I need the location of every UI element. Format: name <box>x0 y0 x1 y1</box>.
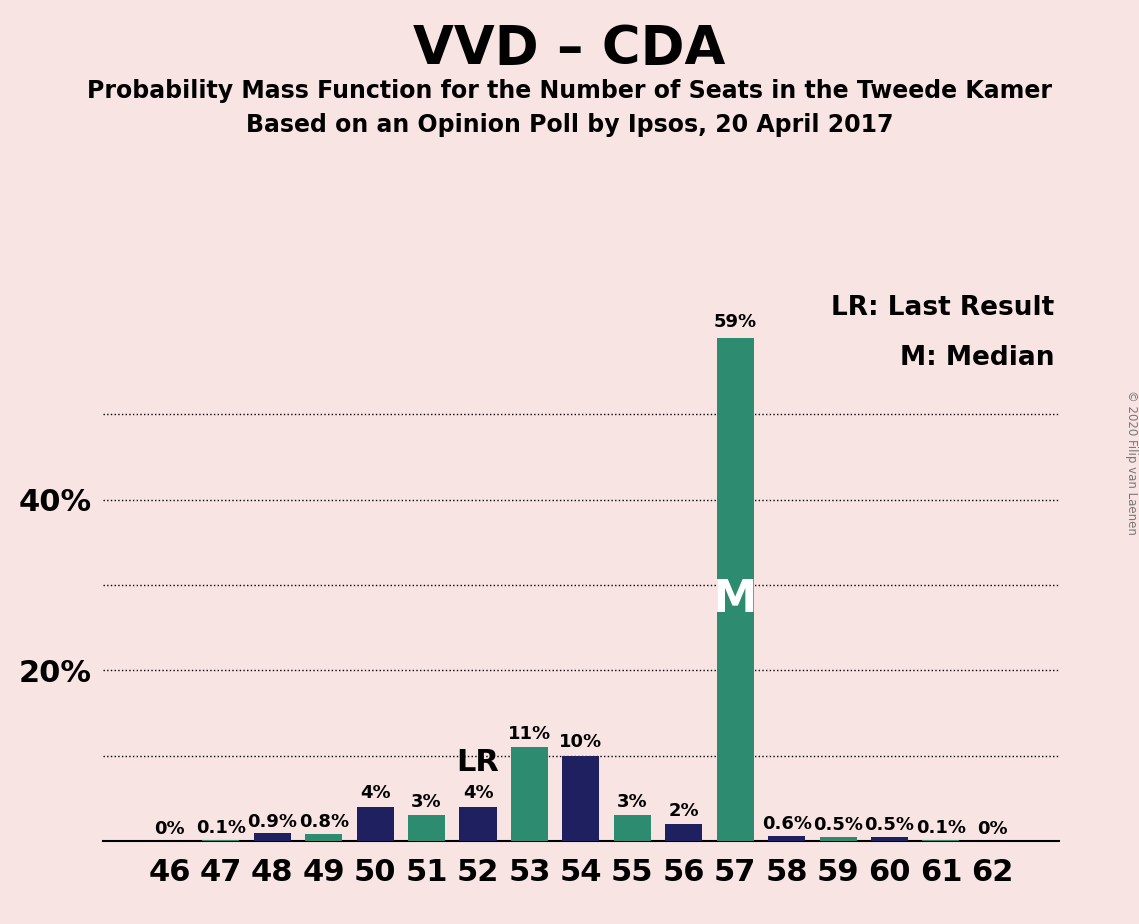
Bar <box>459 807 497 841</box>
Text: 0.1%: 0.1% <box>916 820 966 837</box>
Text: 0.9%: 0.9% <box>247 812 297 831</box>
Text: 3%: 3% <box>411 793 442 811</box>
Bar <box>305 834 342 841</box>
Text: 10%: 10% <box>559 734 603 751</box>
Text: LR: Last Result: LR: Last Result <box>831 295 1055 321</box>
Text: 59%: 59% <box>714 313 756 331</box>
Text: M: Median: M: Median <box>900 345 1055 371</box>
Text: 4%: 4% <box>462 784 493 802</box>
Bar <box>563 756 599 841</box>
Text: 0.5%: 0.5% <box>813 816 863 834</box>
Text: 0.8%: 0.8% <box>298 813 349 832</box>
Bar <box>768 835 805 841</box>
Bar <box>614 815 650 841</box>
Bar <box>820 836 857 841</box>
Bar <box>665 824 703 841</box>
Text: 3%: 3% <box>617 793 648 811</box>
Text: 0.5%: 0.5% <box>865 816 915 834</box>
Bar <box>871 836 908 841</box>
Text: 2%: 2% <box>669 801 699 820</box>
Bar <box>511 747 548 841</box>
Text: VVD – CDA: VVD – CDA <box>413 23 726 75</box>
Bar <box>254 833 290 841</box>
Text: LR: LR <box>457 748 499 777</box>
Text: 0%: 0% <box>154 821 185 838</box>
Text: 0%: 0% <box>977 821 1008 838</box>
Text: 4%: 4% <box>360 784 391 802</box>
Text: 0.1%: 0.1% <box>196 820 246 837</box>
Bar <box>357 807 394 841</box>
Text: 11%: 11% <box>508 724 551 743</box>
Bar <box>408 815 445 841</box>
Text: M: M <box>713 578 757 621</box>
Text: Probability Mass Function for the Number of Seats in the Tweede Kamer: Probability Mass Function for the Number… <box>87 79 1052 103</box>
Text: © 2020 Filip van Laenen: © 2020 Filip van Laenen <box>1124 390 1138 534</box>
Text: Based on an Opinion Poll by Ipsos, 20 April 2017: Based on an Opinion Poll by Ipsos, 20 Ap… <box>246 113 893 137</box>
Bar <box>716 337 754 841</box>
Text: 0.6%: 0.6% <box>762 815 812 833</box>
